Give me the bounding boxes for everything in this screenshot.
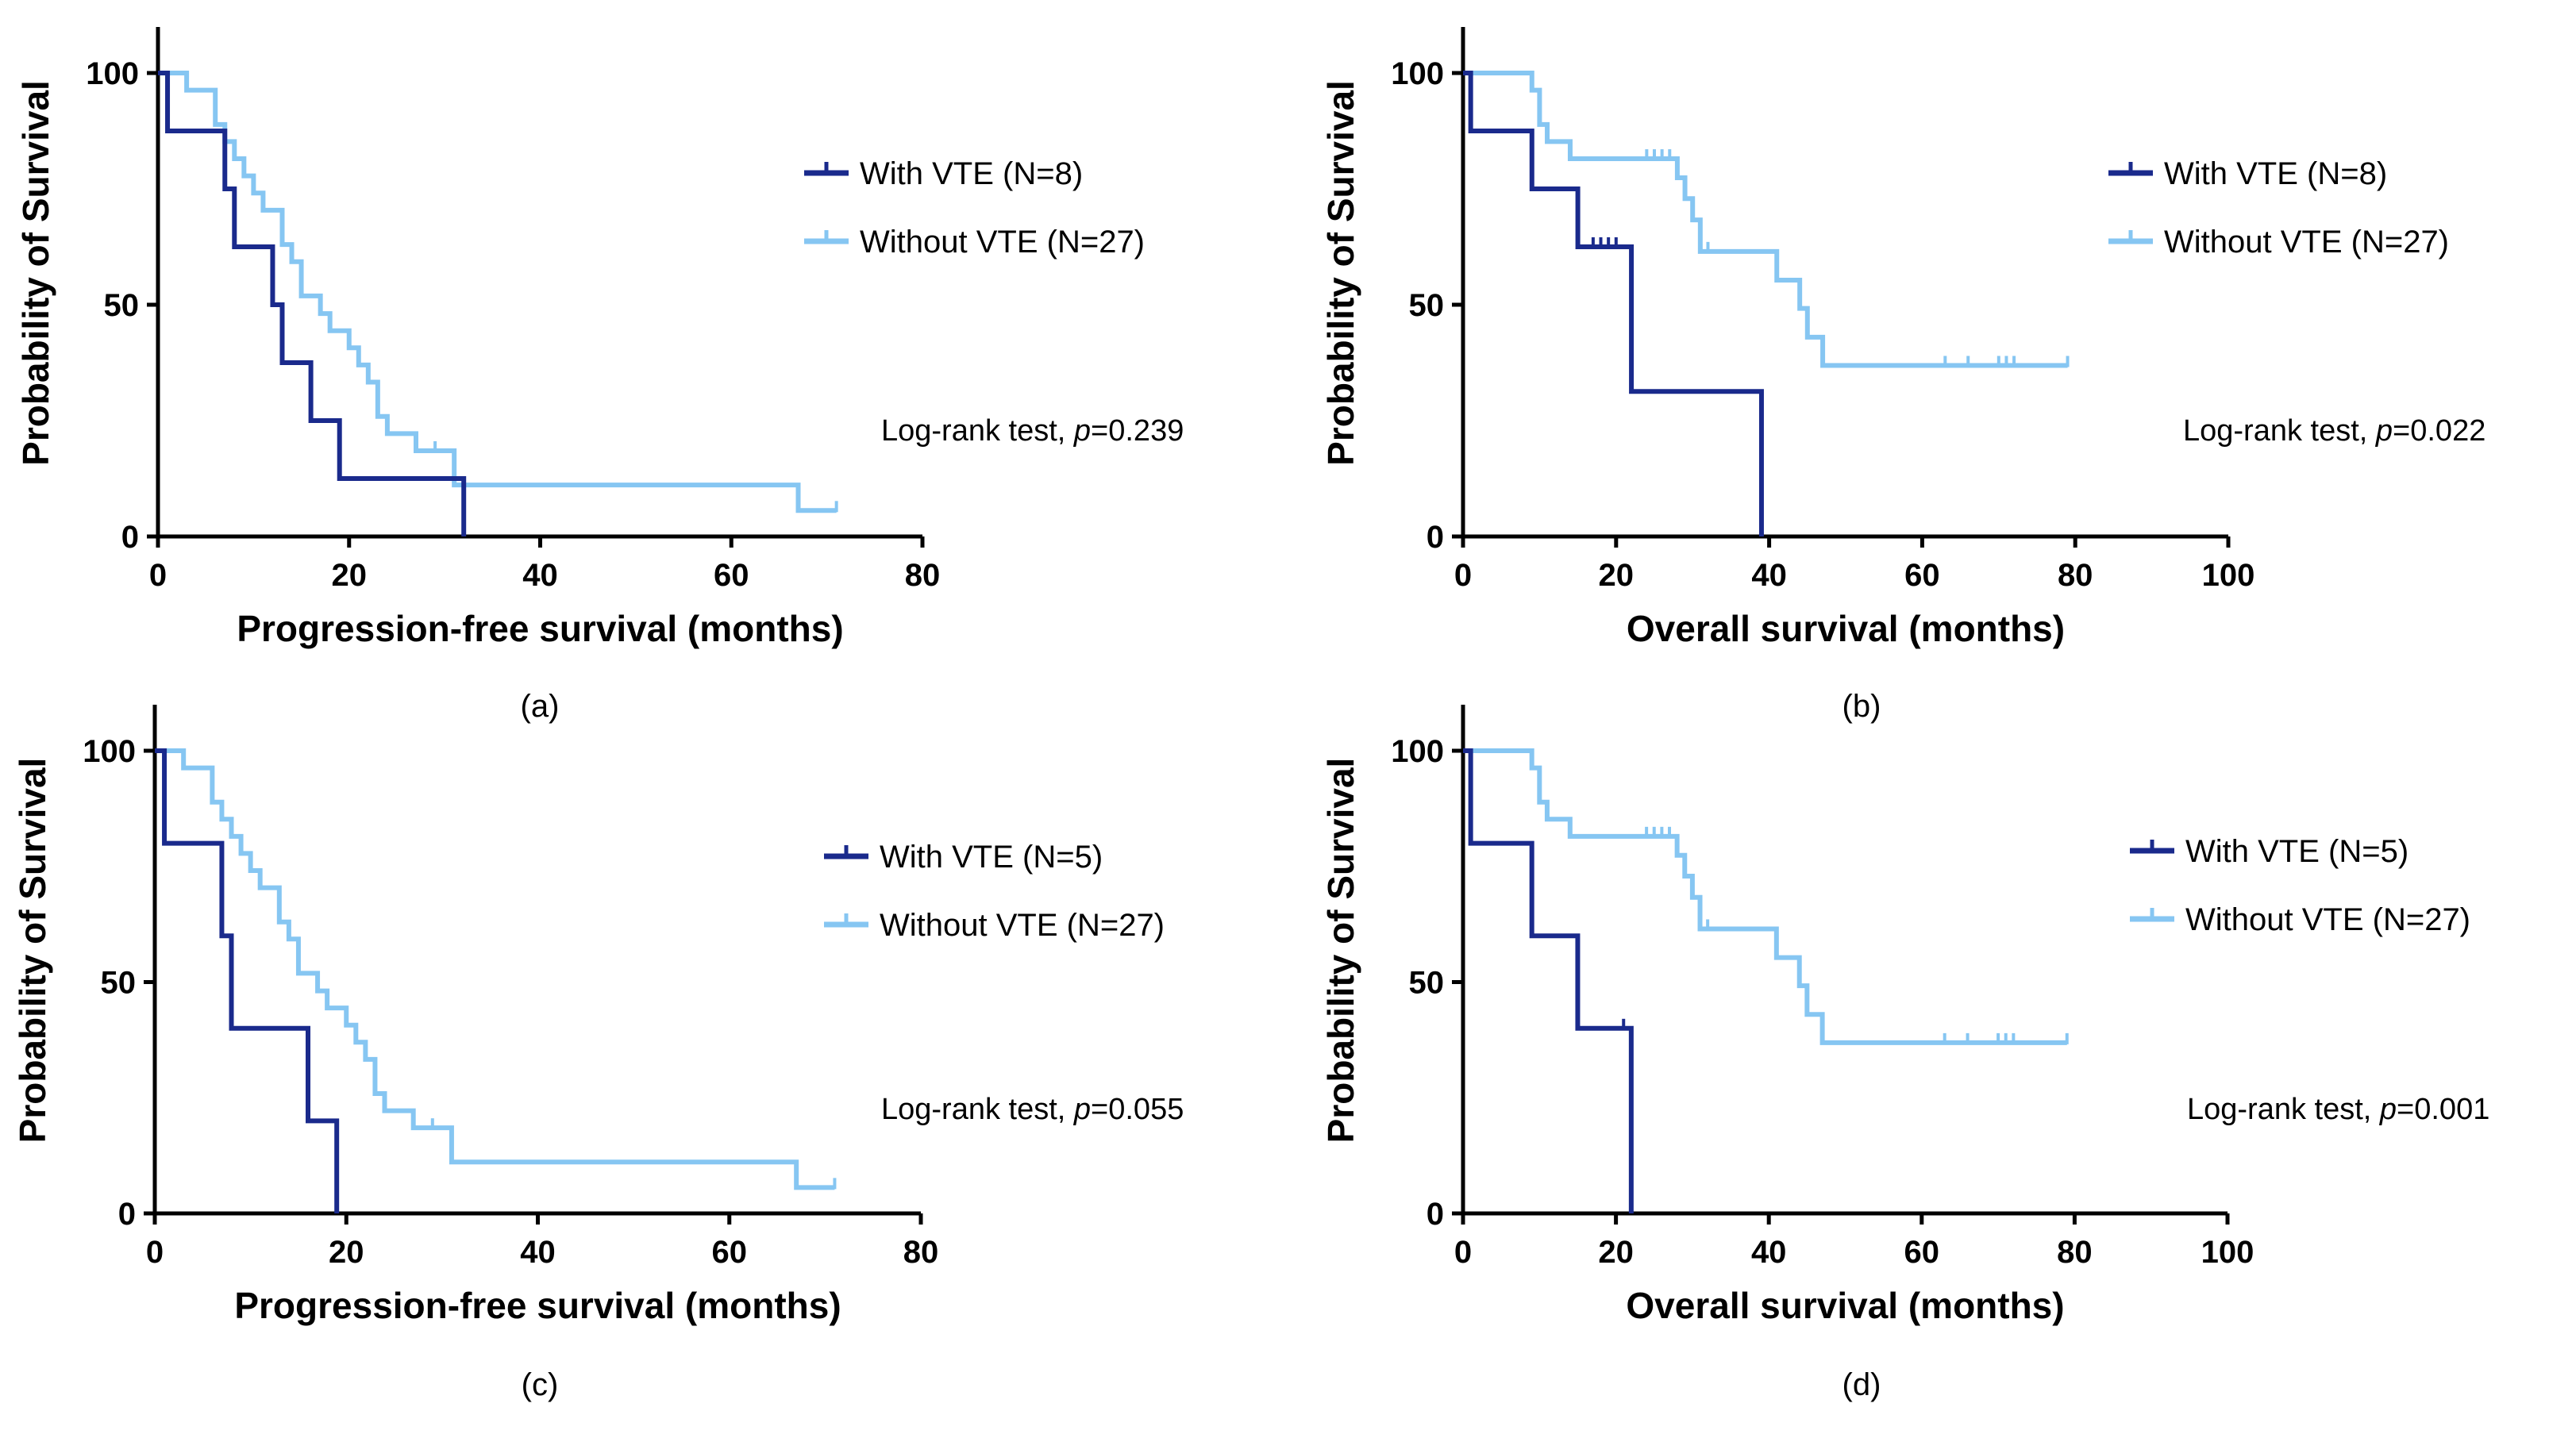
km-curve-without-vte (155, 748, 835, 1190)
legend-item: With VTE (N=8) (804, 156, 1083, 191)
chart-panel-b: 0 50 100 0 20 40 60 80 100 Overall survival (mont… (1320, 27, 2486, 724)
log-rank-annotation: Log-rank test, p=0.055 (881, 1093, 1184, 1126)
y-tick-label: 100 (1391, 734, 1444, 769)
panel-label: (b) (1842, 689, 1881, 724)
x-tick-label: 0 (146, 1235, 164, 1270)
y-tick-label: 100 (86, 56, 139, 91)
chart-panel-c: 0 50 100 0 20 40 60 80 Progression-free survival… (12, 705, 1184, 1402)
km-curve-without-vte (158, 71, 837, 513)
panel-label: (c) (522, 1367, 559, 1402)
log-rank-annotation: Log-rank test, p=0.239 (881, 414, 1184, 448)
y-tick-label: 0 (121, 520, 139, 555)
legend-item: Without VTE (N=27) (824, 908, 1165, 943)
x-axis-title: Overall survival (months) (1627, 608, 2065, 649)
chart-panel-a: 0 50 100 0 20 40 60 80 Progression-free survival… (15, 27, 1184, 724)
p-symbol: p (2379, 1093, 2397, 1126)
x-tick-label: 40 (1751, 558, 1787, 593)
legend-label: With VTE (N=8) (860, 156, 1083, 191)
chart-panel-d: 0 50 100 0 20 40 60 80 100 Overall survival (mont… (1320, 705, 2489, 1402)
x-tick-label: 40 (522, 558, 558, 593)
km-curve-with-vte (1463, 71, 1764, 536)
x-tick-label: 0 (149, 558, 167, 593)
legend-label: Without VTE (N=27) (860, 225, 1145, 260)
legend-label: Without VTE (N=27) (880, 908, 1165, 943)
x-tick-label: 80 (905, 558, 941, 593)
y-tick-label: 0 (1427, 520, 1444, 555)
y-tick-label: 100 (1391, 56, 1444, 91)
x-tick-label: 60 (1904, 558, 1940, 593)
legend-label: With VTE (N=5) (2185, 834, 2409, 869)
legend-label: Without VTE (N=27) (2164, 225, 2449, 260)
log-rank-prefix: Log-rank test, (2187, 1093, 2380, 1126)
legend-label: With VTE (N=8) (2164, 156, 2387, 191)
x-tick-label: 60 (712, 1235, 748, 1270)
x-tick-label: 80 (2057, 1235, 2093, 1270)
y-tick-label: 50 (1409, 966, 1445, 1001)
legend-item: Without VTE (N=27) (804, 225, 1145, 260)
x-tick-label: 60 (1904, 1235, 1940, 1270)
km-curve-with-vte (1463, 748, 1634, 1213)
x-tick-label: 20 (332, 558, 368, 593)
y-axis-title: Probability of Survival (15, 80, 56, 466)
legend-item: Without VTE (N=27) (2108, 225, 2449, 260)
x-tick-label: 40 (1751, 1235, 1787, 1270)
km-curve-with-vte (155, 748, 340, 1213)
log-rank-annotation: Log-rank test, p=0.001 (2187, 1093, 2489, 1126)
x-tick-label: 80 (903, 1235, 939, 1270)
panel-label: (a) (521, 689, 560, 724)
y-tick-label: 50 (101, 966, 137, 1001)
log-rank-annotation: Log-rank test, p=0.022 (2183, 414, 2486, 448)
x-tick-label: 80 (2058, 558, 2093, 593)
x-tick-label: 0 (1454, 1235, 1472, 1270)
p-value: =0.022 (2393, 414, 2486, 448)
x-tick-label: 40 (520, 1235, 556, 1270)
km-curve-without-vte (1463, 71, 2068, 368)
legend-label: Without VTE (N=27) (2185, 902, 2470, 937)
y-tick-label: 0 (118, 1197, 136, 1232)
log-rank-prefix: Log-rank test, (881, 1093, 1074, 1126)
p-value: =0.239 (1091, 414, 1184, 448)
x-axis-title: Progression-free survival (months) (237, 608, 843, 649)
y-tick-label: 0 (1427, 1197, 1444, 1232)
p-value: =0.001 (2397, 1093, 2489, 1126)
y-tick-label: 50 (104, 288, 140, 323)
p-symbol: p (1073, 1093, 1091, 1126)
km-curve-with-vte (158, 71, 467, 536)
y-axis-title: Probability of Survival (1320, 80, 1361, 466)
panel-label: (d) (1842, 1367, 1881, 1402)
km-curve-without-vte (1463, 748, 2067, 1045)
legend-label: With VTE (N=5) (880, 840, 1103, 875)
y-tick-label: 50 (1409, 288, 1445, 323)
p-symbol: p (1073, 414, 1091, 448)
log-rank-prefix: Log-rank test, (2183, 414, 2376, 448)
legend-item: Without VTE (N=27) (2130, 902, 2470, 937)
y-axis-title: Probability of Survival (12, 758, 53, 1144)
x-tick-label: 100 (2201, 1235, 2254, 1270)
legend-item: With VTE (N=8) (2108, 156, 2387, 191)
p-value: =0.055 (1091, 1093, 1184, 1126)
y-tick-label: 100 (83, 734, 136, 769)
x-tick-label: 20 (1598, 1235, 1634, 1270)
p-symbol: p (2375, 414, 2393, 448)
x-tick-label: 20 (1599, 558, 1635, 593)
y-axis-title: Probability of Survival (1320, 758, 1361, 1144)
log-rank-prefix: Log-rank test, (881, 414, 1074, 448)
x-tick-label: 0 (1454, 558, 1472, 593)
x-axis-title: Progression-free survival (months) (234, 1285, 841, 1326)
legend-item: With VTE (N=5) (2130, 834, 2409, 869)
x-tick-label: 20 (329, 1235, 364, 1270)
x-tick-label: 60 (714, 558, 749, 593)
legend-item: With VTE (N=5) (824, 840, 1103, 875)
x-tick-label: 100 (2202, 558, 2255, 593)
x-axis-title: Overall survival (months) (1626, 1285, 2064, 1326)
